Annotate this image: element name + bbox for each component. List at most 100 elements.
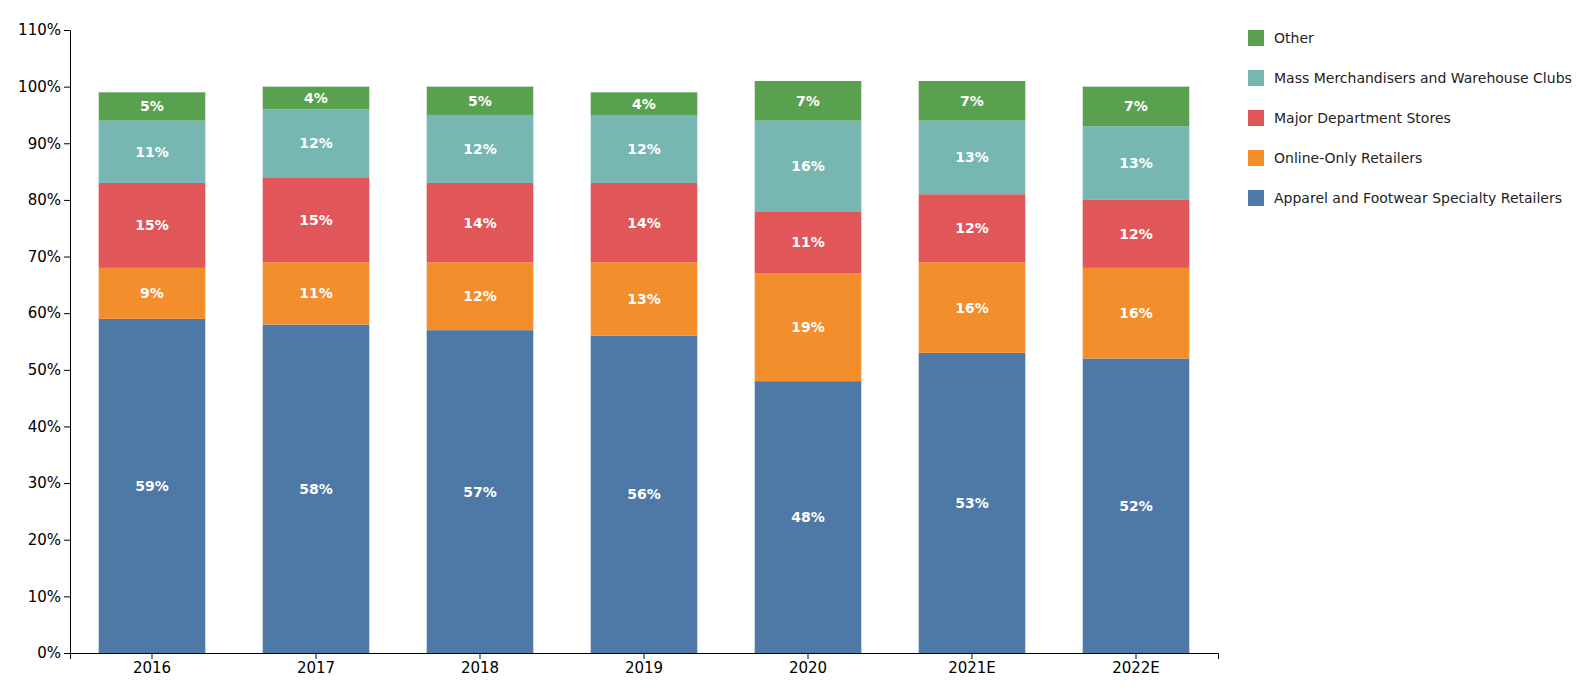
- y-tick: 60%: [28, 304, 70, 322]
- bar: [263, 87, 370, 110]
- x-tick-label: 2021E: [948, 659, 996, 677]
- bar: [919, 262, 1026, 353]
- y-axis-line: [64, 31, 71, 654]
- bar: [591, 115, 698, 183]
- y-axis: 0%10%20%30%40%50%60%70%80%90%100%110%: [18, 21, 70, 662]
- y-tick-mark: [64, 540, 70, 541]
- data-label: 14%: [627, 215, 661, 231]
- data-label: 11%: [299, 285, 333, 301]
- x-tick: 2017: [297, 653, 335, 677]
- legend-label: Mass Merchandisers and Warehouse Clubs: [1274, 70, 1572, 86]
- bar: [1083, 200, 1190, 268]
- y-tick-label: 10%: [28, 588, 61, 606]
- data-label: 7%: [1124, 98, 1148, 114]
- data-label: 5%: [468, 93, 492, 109]
- y-tick-mark: [64, 313, 70, 314]
- legend-item: Other: [1248, 30, 1314, 46]
- bar: [919, 194, 1026, 262]
- bar: [919, 121, 1026, 195]
- bar: [755, 381, 862, 653]
- bar: [919, 81, 1026, 121]
- legend-swatch: [1248, 150, 1264, 166]
- bar: [591, 183, 698, 262]
- plot: 59%58%57%56%48%53%52%9%11%12%13%19%16%16…: [18, 21, 1218, 676]
- data-label: 16%: [791, 158, 825, 174]
- bars: [99, 81, 1190, 653]
- x-tick-label: 2020: [789, 659, 827, 677]
- legend-label: Major Department Stores: [1274, 110, 1451, 126]
- bar: [427, 183, 534, 262]
- y-tick: 40%: [28, 418, 70, 436]
- data-label: 16%: [955, 300, 989, 316]
- y-tick-label: 50%: [28, 361, 61, 379]
- y-tick-label: 70%: [28, 248, 61, 266]
- data-label: 48%: [791, 509, 825, 525]
- bar: [99, 319, 206, 653]
- data-label: 12%: [463, 288, 497, 304]
- series-bars: [99, 109, 1190, 211]
- x-tick: 2021E: [948, 653, 996, 677]
- y-tick-mark: [64, 596, 70, 597]
- bar: [427, 115, 534, 183]
- legend-label: Other: [1274, 30, 1314, 46]
- data-label: 5%: [140, 98, 164, 114]
- data-label: 52%: [1119, 498, 1153, 514]
- legend-item: Online-Only Retailers: [1248, 150, 1422, 166]
- legend-swatch: [1248, 110, 1264, 126]
- data-label: 59%: [135, 478, 169, 494]
- x-tick-label: 2019: [625, 659, 663, 677]
- bar: [263, 262, 370, 324]
- data-label: 13%: [627, 291, 661, 307]
- x-tick: 2020: [789, 653, 827, 677]
- bar: [1083, 358, 1190, 653]
- series-bars: [99, 81, 1190, 126]
- y-tick: 0%: [37, 644, 70, 662]
- y-tick-label: 90%: [28, 135, 61, 153]
- y-tick-mark: [64, 30, 70, 31]
- y-tick: 50%: [28, 361, 70, 379]
- y-tick-mark: [64, 143, 70, 144]
- y-tick-label: 20%: [28, 531, 61, 549]
- x-tick: 2016: [133, 653, 171, 677]
- y-tick: 10%: [28, 588, 70, 606]
- data-label: 12%: [627, 141, 661, 157]
- y-tick-mark: [64, 87, 70, 88]
- legend-label: Online-Only Retailers: [1274, 150, 1422, 166]
- legend-item: Apparel and Footwear Specialty Retailers: [1248, 190, 1562, 206]
- x-tick-label: 2016: [133, 659, 171, 677]
- data-label: 16%: [1119, 305, 1153, 321]
- data-labels: 59%58%57%56%48%53%52%9%11%12%13%19%16%16…: [135, 90, 1153, 525]
- bar: [1083, 87, 1190, 127]
- y-tick: 70%: [28, 248, 70, 266]
- data-label: 53%: [955, 495, 989, 511]
- data-label: 7%: [796, 93, 820, 109]
- data-label: 9%: [140, 285, 164, 301]
- y-tick-mark: [64, 426, 70, 427]
- bar: [99, 121, 206, 183]
- bar: [755, 81, 862, 121]
- data-label: 19%: [791, 319, 825, 335]
- x-tick: 2022E: [1112, 653, 1160, 677]
- bar: [755, 121, 862, 212]
- bar: [99, 92, 206, 120]
- bar: [1083, 268, 1190, 359]
- y-tick-label: 80%: [28, 191, 61, 209]
- legend-item: Major Department Stores: [1248, 110, 1451, 126]
- y-tick: 90%: [28, 135, 70, 153]
- bar: [427, 330, 534, 653]
- y-tick-mark: [64, 257, 70, 258]
- y-tick: 20%: [28, 531, 70, 549]
- data-label: 15%: [135, 217, 169, 233]
- y-tick-mark: [64, 483, 70, 484]
- series-bars: [99, 177, 1190, 273]
- data-label: 12%: [299, 135, 333, 151]
- y-tick-label: 100%: [18, 78, 61, 96]
- series-bars: [99, 319, 1190, 653]
- bar: [755, 274, 862, 382]
- bar: [427, 262, 534, 330]
- x-tick-label: 2022E: [1112, 659, 1160, 677]
- legend-label: Apparel and Footwear Specialty Retailers: [1274, 190, 1562, 206]
- bar: [755, 211, 862, 273]
- bar: [263, 109, 370, 177]
- legend: Other Mass Merchandisers and Warehouse Cl…: [1248, 30, 1572, 206]
